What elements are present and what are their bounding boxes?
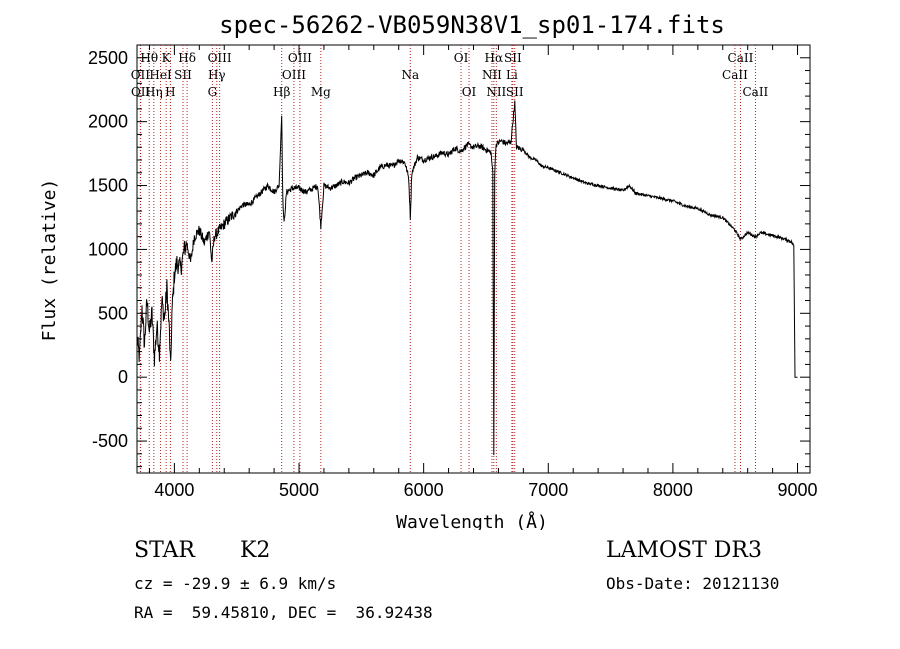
line-label-18: OI [462, 85, 477, 99]
observation-date: Obs-Date: 20121130 [606, 574, 780, 593]
y-tick-label-0: 0 [118, 367, 128, 387]
line-label-10: Hγ [208, 68, 226, 82]
line-label-13: OIII [288, 51, 312, 65]
y-axis-label: Flux (relative) [39, 179, 60, 342]
line-label-2: OII [131, 85, 151, 99]
x-tick-label-5000: 5000 [279, 480, 319, 500]
y-tick-label-1000: 1000 [88, 239, 128, 259]
y-tick-label--500: -500 [92, 431, 128, 451]
line-label-22: Li [506, 68, 518, 82]
x-tick-label-9000: 9000 [778, 480, 818, 500]
line-label-11: G [208, 85, 218, 99]
line-label-20: SII [504, 51, 522, 65]
line-label-5: K [162, 51, 172, 65]
line-label-15: Mg [311, 85, 331, 99]
spectral-line-markers [139, 45, 756, 473]
line-label-25: CaII [728, 51, 754, 65]
y-tick-label-500: 500 [98, 303, 128, 323]
object-subclass: K2 [240, 538, 271, 563]
line-label-19: Hα [485, 51, 504, 65]
spectrum-series [136, 100, 798, 456]
coordinates: RA = 59.45810, DEC = 36.92438 [134, 603, 433, 622]
line-label-6: SII [174, 68, 192, 82]
line-label-26: CaII [722, 68, 748, 82]
y-tick-label-1500: 1500 [88, 176, 128, 196]
object-class: STAR [134, 538, 195, 563]
x-tick-label-7000: 7000 [528, 480, 568, 500]
line-label-17: OI [454, 51, 469, 65]
x-tick-label-8000: 8000 [653, 480, 693, 500]
y-tick-label-2000: 2000 [88, 112, 128, 132]
line-label-4: HeI [149, 68, 172, 82]
x-tick-label-6000: 6000 [404, 480, 444, 500]
line-label-14: OIII [282, 68, 306, 82]
line-label-0: Hθ [140, 51, 158, 65]
line-label-23: NII [486, 85, 506, 99]
redshift-velocity: cz = -29.9 ± 6.9 km/s [134, 574, 337, 593]
line-label-12: Hβ [273, 85, 290, 99]
line-label-21: NII [482, 68, 502, 82]
line-label-7: H [165, 85, 175, 99]
plot-frame [136, 44, 811, 474]
chart-title: spec-56262-VB059N38V1_sp01-174.fits [219, 11, 725, 39]
line-label-16: Na [401, 68, 419, 82]
line-label-3: Hη [145, 85, 163, 99]
line-label-27: CaII [742, 85, 768, 99]
y-tick-label-2500: 2500 [88, 48, 128, 68]
survey-name: LAMOST DR3 [606, 538, 762, 563]
spectrum-chart: spec-56262-VB059N38V1_sp01-174.fits Hθ OI… [39, 11, 818, 530]
line-label-24: SII [506, 85, 524, 99]
line-label-1: OII [131, 68, 151, 82]
axes: 4000 5000 6000 7000 8000 9000 -500 0 500 1000 1500… [88, 44, 818, 500]
line-label-9: OIII [208, 51, 232, 65]
x-tick-label-4000: 4000 [154, 480, 194, 500]
line-label-8: Hδ [178, 51, 196, 65]
x-axis-label: Wavelength (Å) [396, 511, 548, 530]
